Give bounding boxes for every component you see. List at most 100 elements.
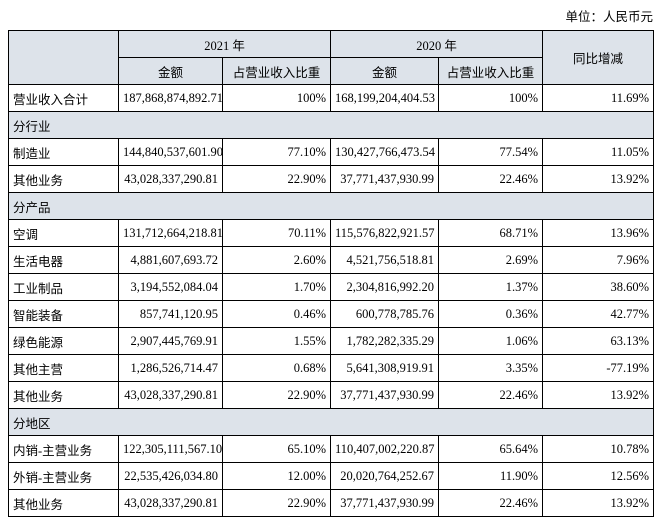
header-row: 2021 年 2020 年 同比增减	[8, 30, 655, 85]
cell: 3.35%	[438, 354, 544, 382]
cell: 1,782,282,335.29	[330, 327, 440, 355]
data-row: 其他业务 43,028,337,290.81 22.90% 37,771,437,93…	[8, 489, 655, 517]
cell: 7.96%	[542, 246, 655, 274]
cell: 22.46%	[438, 381, 544, 409]
cell: 77.10%	[221, 138, 332, 166]
cell: 0.36%	[438, 300, 544, 328]
cell: 22,535,426,034.80	[118, 462, 223, 490]
cell: 42.77%	[542, 300, 655, 328]
row-label: 其他业务	[8, 381, 119, 409]
cell: 130,427,766,473.54	[330, 138, 440, 166]
cell: 4,881,607,693.72	[118, 246, 223, 274]
data-row: 生活电器 4,881,607,693.72 2.60% 4,521,756,518.8…	[8, 246, 655, 274]
cell: 0.68%	[221, 354, 332, 382]
cell: 68.71%	[438, 219, 544, 247]
data-row: 制造业 144,840,537,601.90 77.10% 130,427,766,4…	[8, 138, 655, 166]
data-row: 其他业务 43,028,337,290.81 22.90% 37,771,437,93…	[8, 381, 655, 409]
row-label: 其他业务	[8, 489, 119, 517]
row-label: 生活电器	[8, 246, 119, 274]
header-cell: 金额	[118, 57, 223, 85]
cell: 11.69%	[542, 84, 655, 112]
cell: 3,194,552,084.04	[118, 273, 223, 301]
cell: 168,199,204,404.53	[330, 84, 440, 112]
row-label: 营业收入合计	[8, 84, 119, 112]
data-row: 工业制品 3,194,552,084.04 1.70% 2,304,816,992.2…	[8, 273, 655, 301]
cell: 10.78%	[542, 435, 655, 463]
cell: 12.00%	[221, 462, 332, 490]
cell: 22.90%	[221, 165, 332, 193]
cell: 12.56%	[542, 462, 655, 490]
cell: 857,741,120.95	[118, 300, 223, 328]
cell: 13.92%	[542, 381, 655, 409]
data-row: 营业收入合计 187,868,874,892.71 100% 168,199,204,…	[8, 84, 655, 112]
revenue-table: 2021 年 2020 年 同比增减 金额 占营业收入比重 金额 占营业收入比重…	[7, 30, 655, 517]
cell: 22.46%	[438, 165, 544, 193]
cell: 5,641,308,919.91	[330, 354, 440, 382]
cell: 600,778,785.76	[330, 300, 440, 328]
data-row: 其他主营 1,286,526,714.47 0.68% 5,641,308,919.9…	[8, 354, 655, 382]
cell: 13.96%	[542, 219, 655, 247]
section-label: 分地区	[7, 408, 655, 436]
cell: 1,286,526,714.47	[118, 354, 223, 382]
header-cell	[8, 30, 119, 85]
cell: 2,907,445,769.91	[118, 327, 223, 355]
cell: 0.46%	[221, 300, 332, 328]
row-label: 外销-主营业务	[8, 462, 119, 490]
row-label: 绿色能源	[8, 327, 119, 355]
cell: -77.19%	[542, 354, 655, 382]
section-row: 分产品	[7, 192, 655, 220]
cell: 2,304,816,992.20	[330, 273, 440, 301]
section-row: 分行业	[7, 111, 655, 139]
cell: 43,028,337,290.81	[118, 489, 223, 517]
cell: 187,868,874,892.71	[118, 84, 223, 112]
header-cell: 占营业收入比重	[438, 57, 544, 85]
cell: 2.69%	[438, 246, 544, 274]
cell: 70.11%	[221, 219, 332, 247]
cell: 65.64%	[438, 435, 544, 463]
section-label: 分产品	[7, 192, 655, 220]
cell: 100%	[221, 84, 332, 112]
cell: 1.55%	[221, 327, 332, 355]
data-row: 绿色能源 2,907,445,769.91 1.55% 1,782,282,335.2…	[8, 327, 655, 355]
section-label: 分行业	[7, 111, 655, 139]
cell: 43,028,337,290.81	[118, 165, 223, 193]
header-cell: 占营业收入比重	[221, 57, 332, 85]
section-row: 分地区	[7, 408, 655, 436]
cell: 37,771,437,930.99	[330, 165, 440, 193]
header-cell: 同比增减	[542, 30, 655, 85]
data-row: 智能装备 857,741,120.95 0.46% 600,778,785.76 0.3…	[8, 300, 655, 328]
header-cell: 2021 年	[117, 30, 332, 58]
row-label: 内销-主营业务	[8, 435, 119, 463]
header-cell: 2020 年	[330, 30, 544, 58]
cell: 22.90%	[221, 381, 332, 409]
cell: 63.13%	[542, 327, 655, 355]
data-row: 其他业务 43,028,337,290.81 22.90% 37,771,437,93…	[8, 165, 655, 193]
cell: 13.92%	[542, 489, 655, 517]
cell: 43,028,337,290.81	[118, 381, 223, 409]
header-row: 金额 占营业收入比重 金额 占营业收入比重	[9, 57, 654, 85]
cell: 4,521,756,518.81	[330, 246, 440, 274]
cell: 22.46%	[438, 489, 544, 517]
cell: 115,576,822,921.57	[330, 219, 440, 247]
cell: 37,771,437,930.99	[330, 381, 440, 409]
cell: 11.90%	[438, 462, 544, 490]
cell: 77.54%	[438, 138, 544, 166]
row-label: 空调	[8, 219, 119, 247]
cell: 20,020,764,252.67	[330, 462, 440, 490]
cell: 122,305,111,567.10	[118, 435, 223, 463]
cell: 2.60%	[221, 246, 332, 274]
row-label: 智能装备	[8, 300, 119, 328]
row-label: 其他主营	[8, 354, 119, 382]
cell: 144,840,537,601.90	[118, 138, 223, 166]
cell: 1.37%	[438, 273, 544, 301]
cell: 1.06%	[438, 327, 544, 355]
unit-label: 单位：人民币元	[565, 10, 653, 24]
cell: 22.90%	[221, 489, 332, 517]
cell: 1.70%	[221, 273, 332, 301]
cell: 38.60%	[542, 273, 655, 301]
row-label: 制造业	[8, 138, 119, 166]
header-cell: 金额	[330, 57, 440, 85]
cell: 110,407,002,220.87	[330, 435, 440, 463]
data-row: 内销-主营业务 122,305,111,567.10 65.10% 110,407,0…	[8, 435, 655, 463]
